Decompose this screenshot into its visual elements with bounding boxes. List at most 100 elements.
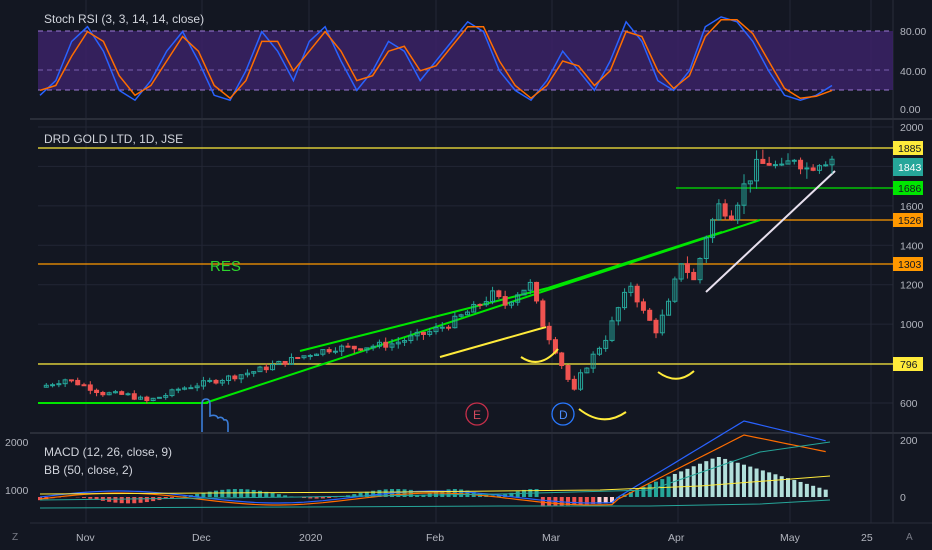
marker-d-circle[interactable] [551,402,575,426]
candle-body-28 [213,379,219,384]
stoch-line-D [39,19,833,100]
candle-body-21 [169,389,175,397]
z-icon[interactable]: Z [12,532,18,543]
candle-body-95 [634,285,640,303]
candle-body-125 [823,164,829,167]
candle-body-83 [559,352,565,367]
macd-hist-45 [320,497,325,499]
macd-hist-117 [773,474,778,497]
macd-left-tick-2000: 2000 [5,437,29,449]
price-tag-1686: 1686 [893,181,923,195]
candle-body-19 [156,396,162,399]
candle-body-81 [546,325,552,341]
macd-hist-98 [654,481,658,497]
price-tag-1526: 1526 [893,213,923,227]
candle-body-9 [94,389,100,393]
candle-body-102 [678,263,684,280]
svg-text:1885: 1885 [898,143,922,155]
yellow-trendline[interactable] [439,326,547,358]
candle-body-93 [622,291,628,309]
svg-text:796: 796 [900,359,918,371]
candle-body-45 [320,349,326,355]
candle-body-94 [628,285,634,293]
macd-hist-44 [314,497,319,499]
macd-hist-103 [685,468,690,497]
macd-hist-110 [729,460,734,497]
macd-hist-9 [94,497,99,500]
macd-hist-95 [635,489,640,497]
a-icon[interactable]: A [906,532,913,543]
candle-body-54 [376,341,382,347]
candle-body-107 [710,219,716,239]
candle-body-101 [672,278,678,302]
candle-body-108 [716,203,722,221]
macd-hist-54 [377,489,382,497]
macd-hist-76 [515,491,520,497]
candle-body-92 [615,307,621,322]
marker-d-label: D [559,408,568,422]
candle-body-11 [106,392,112,396]
candle-body-20 [163,395,169,398]
time-label-2: 2020 [299,532,323,544]
macd-hist-81 [547,497,552,507]
macd-hist-105 [698,463,702,497]
candle-body-121 [798,159,804,170]
macd-hist-104 [691,466,696,497]
macd-hist-123 [811,485,816,497]
candle-body-13 [119,391,125,395]
candle-body-29 [219,379,225,384]
stoch-tick-80: 80.00 [900,26,926,38]
candle-body-70 [477,303,483,306]
price-tag-1885: 1885 [893,141,923,155]
yellow-curve-1[interactable] [520,348,559,363]
macd-hist-107 [710,458,715,497]
macd-hist-102 [679,471,684,497]
marker-e-circle[interactable] [465,402,489,426]
macd-hist-111 [735,462,740,497]
macd-label[interactable]: MACD (12, 26, close, 9) [44,445,172,459]
macd-hist-75 [509,492,514,497]
macd-hist-58 [402,489,407,497]
candle-body-120 [791,159,797,162]
candle-body-111 [735,204,741,221]
yellow-curve-3[interactable] [657,370,695,380]
time-scale[interactable]: Nov Dec 2020 Feb Mar Apr May 25 [76,532,873,544]
candle-body-16 [138,396,144,400]
time-label-0: Nov [76,532,95,544]
candle-body-5 [68,379,74,382]
candle-body-47 [332,350,338,353]
macd-hist-8 [88,497,93,499]
stoch-label[interactable]: Stoch RSI (3, 3, 14, 14, close) [44,12,204,26]
bb-label[interactable]: BB (50, close, 2) [44,463,133,477]
time-label-1: Dec [192,532,211,544]
price-tick-600: 600 [900,398,918,410]
macd-hist-12 [113,497,118,503]
macd-hist-73 [496,495,501,497]
macd-hist-89 [597,497,602,504]
candle-body-4 [62,379,68,385]
macd-hist-23 [182,496,187,497]
candle-body-66 [452,315,458,329]
macd-hist-60 [415,495,420,497]
macd-hist-108 [716,457,721,497]
candle-body-37 [270,364,276,371]
candle-body-71 [483,301,489,306]
macd-hist-84 [566,497,570,506]
macd-signal-line [39,434,826,506]
macd-hist-42 [302,497,306,499]
white-trendline[interactable] [705,170,836,293]
candle-body-18 [150,397,156,402]
candle-body-75 [508,301,514,306]
candle-body-109 [722,203,728,217]
symbol-title[interactable]: DRD GOLD LTD, 1D, JSE [44,132,183,146]
candle-body-35 [257,366,263,373]
yellow-curve-2[interactable] [578,408,627,421]
candle-body-10 [100,391,106,396]
macd-hist-27 [207,491,212,497]
channel-lower-trendline[interactable] [204,219,761,404]
candle-body-116 [766,162,772,166]
macd-hist-7 [82,497,86,498]
candle-body-98 [653,319,659,334]
candle-body-27 [207,379,213,382]
